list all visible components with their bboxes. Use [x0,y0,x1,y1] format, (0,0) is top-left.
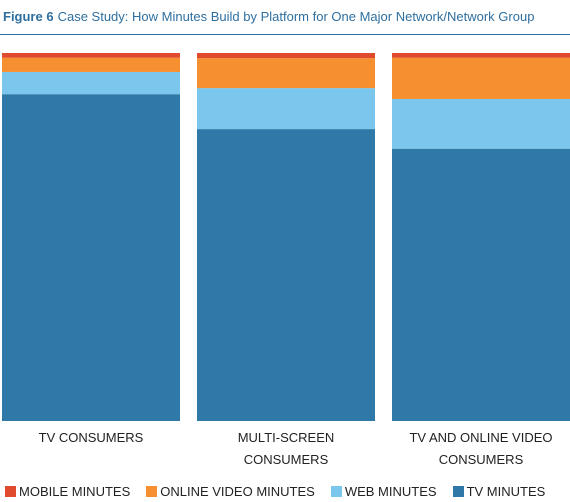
chart-legend: MOBILE MINUTES ONLINE VIDEO MINUTES WEB … [5,482,570,500]
legend-swatch [5,485,16,497]
legend-item-online-video-minutes: ONLINE VIDEO MINUTES [146,484,315,499]
bar-segment-tv-minutes-tv-and-online-video-consumers [392,148,570,421]
stacked-bar-chart [2,53,570,422]
legend-label: MOBILE MINUTES [19,483,131,499]
legend-label: WEB MINUTES [344,483,437,499]
bar-segment-mobile-minutes-multi-screen-consumers [197,53,375,59]
bar-segment-web-minutes-tv-and-online-video-consumers [392,99,570,149]
category-label-line: TV AND ONLINE VIDEO [409,430,553,445]
legend-item-tv-minutes: TV MINUTES [452,483,546,499]
title-divider [0,34,570,35]
legend-label: TV MINUTES [466,483,546,499]
bar-segment-online-video-minutes-tv-and-online-video-consumers [392,57,570,99]
legend-swatch [146,485,158,497]
category-label-multi-screen-consumers: MULTI-SCREEN CONSUMERS [196,427,376,471]
legend-item-mobile-minutes: MOBILE MINUTES [5,484,130,499]
bar-segment-tv-minutes-tv-consumers [2,94,180,422]
figure-number: Figure 6 [3,9,54,24]
legend-swatch [330,485,342,497]
figure-title: Figure 6 Case Study: How Minutes Build by… [3,9,534,24]
category-label-line: MULTI-SCREEN [237,430,335,445]
bar-segment-online-video-minutes-multi-screen-consumers [197,58,375,89]
bar-segment-online-video-minutes-tv-consumers [2,57,180,72]
legend-label: ONLINE VIDEO MINUTES [160,483,315,499]
category-label-line: CONSUMERS [438,452,524,467]
category-label-tv-consumers: TV CONSUMERS [1,427,181,449]
category-label-tv-and-online-video-consumers: TV AND ONLINE VIDEO CONSUMERS [391,427,570,471]
bar-segment-web-minutes-tv-consumers [2,71,180,95]
bar-segment-mobile-minutes-tv-and-online-video-consumers [392,53,570,58]
figure-title-text: Case Study: How Minutes Build by Platfor… [57,9,535,24]
category-label-line: CONSUMERS [243,452,329,467]
legend-swatch [452,485,464,497]
bar-segment-mobile-minutes-tv-consumers [2,53,180,58]
bar-segment-web-minutes-multi-screen-consumers [197,88,375,130]
bar-segment-tv-minutes-multi-screen-consumers [197,129,375,421]
legend-item-web-minutes: WEB MINUTES [330,483,437,499]
category-label-line: TV CONSUMERS [38,430,144,445]
